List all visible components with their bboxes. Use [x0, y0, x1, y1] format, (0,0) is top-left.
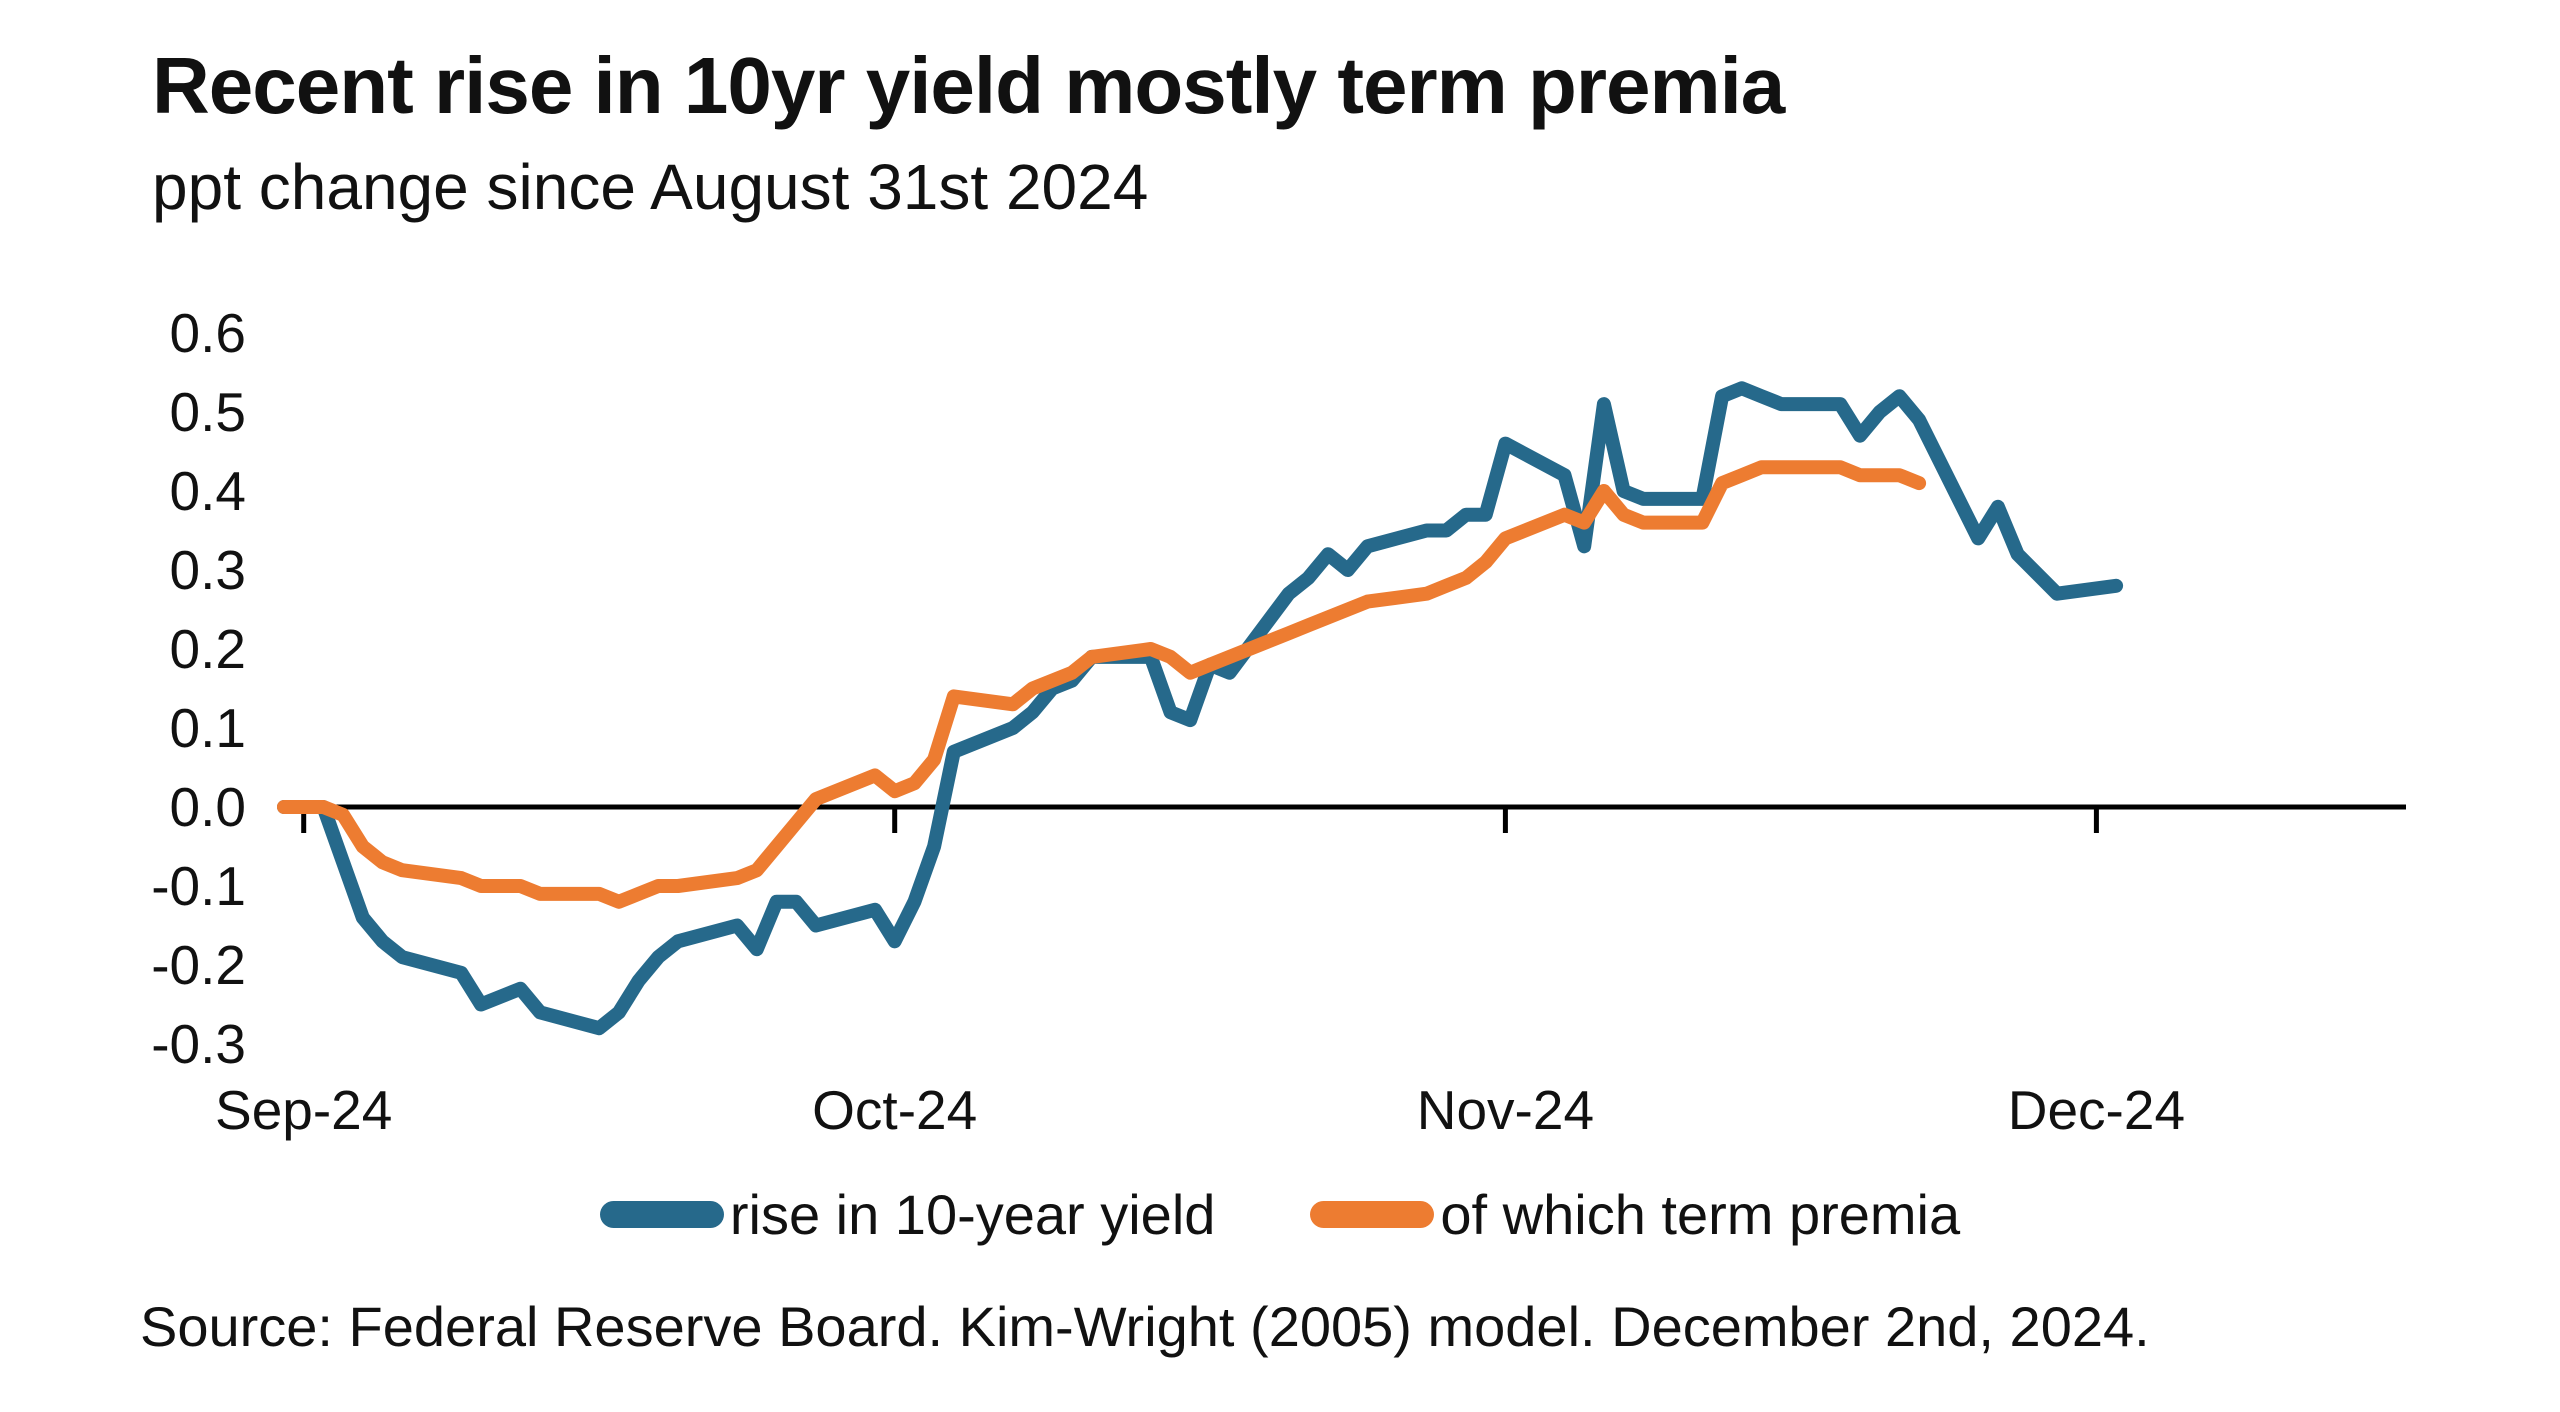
legend-item-yield: rise in 10-year yield [599, 1182, 1216, 1247]
x-tick-label: Oct-24 [812, 1079, 978, 1141]
x-tick-label: Dec-24 [2007, 1079, 2186, 1141]
legend-item-term-premia: of which term premia [1310, 1182, 1960, 1247]
y-tick-label: 0.3 [169, 539, 246, 601]
x-tick-label: Sep-24 [215, 1079, 393, 1141]
y-tick-label: 0.6 [169, 302, 246, 364]
term-premia-line-swatch-icon [1310, 1201, 1435, 1228]
y-tick-label: -0.1 [151, 855, 246, 917]
legend: rise in 10-year yield of which term prem… [0, 1182, 2560, 1247]
series-line-yield [277, 381, 2124, 1036]
chart-subtitle: ppt change since August 31st 2024 [152, 151, 1149, 223]
y-tick-label: 0.1 [169, 697, 246, 759]
y-tick-label: 0.0 [169, 776, 246, 838]
y-tick-label: 0.4 [169, 460, 246, 522]
y-tick-label: -0.3 [151, 1013, 246, 1075]
legend-label-term-premia: of which term premia [1440, 1183, 1961, 1246]
y-tick-label: -0.2 [151, 934, 246, 996]
yield-line-swatch-icon [599, 1201, 724, 1228]
series-line-term-premia [277, 460, 1927, 909]
source-note: Source: Federal Reserve Board. Kim-Wrigh… [140, 1295, 2150, 1358]
y-tick-label: 0.2 [169, 618, 246, 680]
legend-label-yield: rise in 10-year yield [729, 1183, 1216, 1246]
page-title: Recent rise in 10yr yield mostly term pr… [152, 41, 1785, 130]
y-tick-label: 0.5 [169, 381, 246, 443]
x-tick-label: Nov-24 [1416, 1079, 1595, 1141]
